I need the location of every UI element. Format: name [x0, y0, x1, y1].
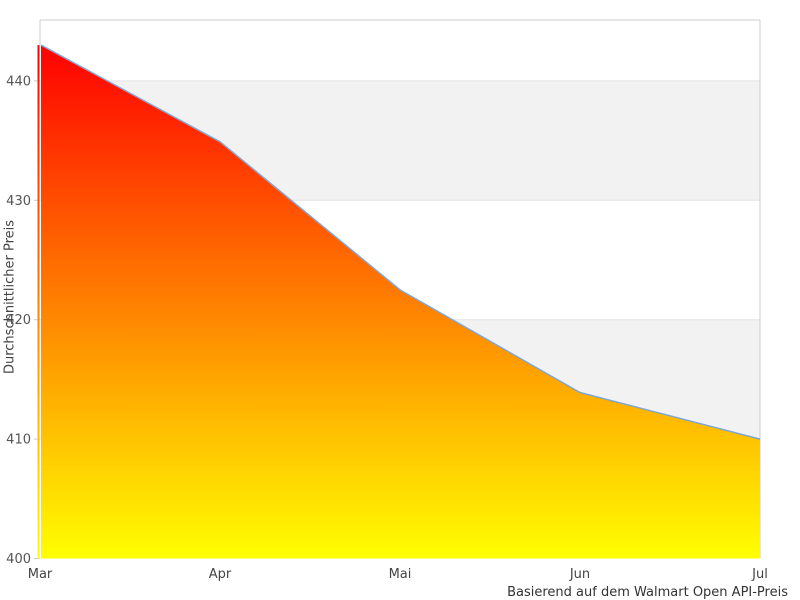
- y-tick-label: 420: [6, 313, 31, 328]
- y-tick-label: 440: [6, 74, 31, 89]
- x-tick-label: Mar: [28, 567, 53, 582]
- price-line: [40, 44, 761, 440]
- area-fill: [41, 45, 760, 559]
- area-left-edge-strip: [37, 45, 40, 559]
- x-tick-label: Jul: [751, 567, 768, 582]
- source-caption: Basierend auf dem Walmart Open API-Preis: [507, 585, 788, 600]
- x-tick-label: Jun: [569, 567, 590, 582]
- x-tick-label: Apr: [209, 567, 232, 582]
- x-tick-label: Mai: [389, 567, 412, 582]
- y-axis-title: Durchschnittlicher Preis: [2, 219, 18, 375]
- y-tick-label: 430: [6, 194, 31, 209]
- y-tick-label: 410: [6, 433, 31, 448]
- y-tick-label: 400: [6, 552, 31, 567]
